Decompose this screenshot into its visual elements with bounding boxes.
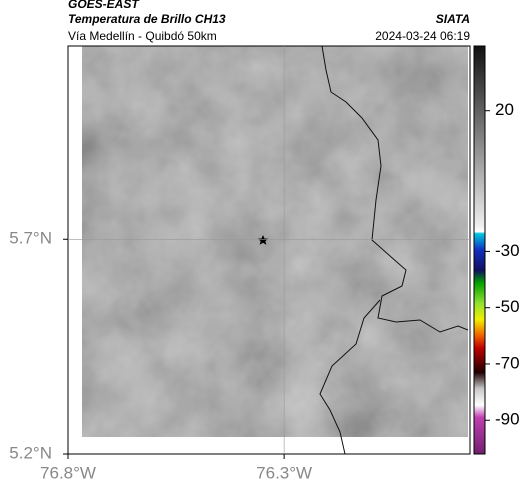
- datetime: 2024-03-24 06:19: [375, 29, 470, 43]
- y-tick-label: 5.2°N: [9, 443, 52, 462]
- border-line: [319, 299, 381, 455]
- colorbar: [473, 45, 486, 455]
- location-marker: [257, 235, 269, 245]
- source-label: GOES-EAST: [68, 0, 140, 11]
- colorbar-tick-label: -90: [495, 410, 520, 429]
- title: Temperatura de Brillo CH13: [68, 12, 226, 26]
- colorbar-tick-label: -50: [495, 297, 520, 316]
- x-tick-label: 76.8°W: [40, 463, 96, 482]
- colorbar-tick-label: -30: [495, 241, 520, 260]
- map-frame: [67, 45, 471, 455]
- colorbar-tick-label: 20: [495, 100, 514, 119]
- x-tick-label: 76.3°W: [256, 463, 312, 482]
- y-tick-label: 5.7°N: [9, 229, 52, 248]
- map-area: [67, 45, 471, 455]
- subtitle: Vía Medellín - Quibdó 50km: [68, 29, 217, 43]
- border-line: [321, 45, 469, 333]
- cloud-texture: [82, 46, 468, 437]
- colorbar-tick-label: -70: [495, 353, 520, 372]
- agency-label: SIATA: [436, 12, 470, 26]
